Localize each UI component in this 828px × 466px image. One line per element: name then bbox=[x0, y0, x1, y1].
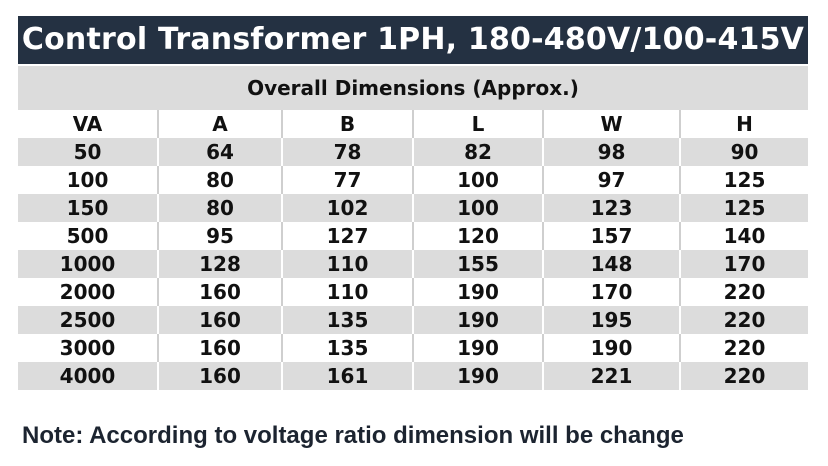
table-cell: 140 bbox=[679, 222, 808, 250]
table-cell: 90 bbox=[679, 138, 808, 166]
table-row: 150 80 102 100 123 125 bbox=[18, 194, 808, 222]
header-row: VA A B L W H bbox=[18, 110, 808, 138]
column-header: A bbox=[157, 110, 282, 138]
table-row: 100 80 77 100 97 125 bbox=[18, 166, 808, 194]
table-cell: 220 bbox=[679, 306, 808, 334]
table-cell: 127 bbox=[281, 222, 413, 250]
table-cell: 161 bbox=[281, 362, 413, 390]
table-cell: 190 bbox=[542, 334, 680, 362]
table-row: 4000 160 161 190 221 220 bbox=[18, 362, 808, 390]
table-cell: 77 bbox=[281, 166, 413, 194]
table-cell: 220 bbox=[679, 334, 808, 362]
column-header: B bbox=[281, 110, 413, 138]
table-cell: 150 bbox=[18, 194, 158, 222]
table-cell: 125 bbox=[679, 194, 808, 222]
table-row: 2500 160 135 190 195 220 bbox=[18, 306, 808, 334]
table-row: 2000 160 110 190 170 220 bbox=[18, 278, 808, 306]
table-cell: 80 bbox=[157, 166, 282, 194]
table-cell: 95 bbox=[157, 222, 282, 250]
table-cell: 2000 bbox=[59, 280, 116, 304]
title: Control Transformer 1PH, 180-480V/100-41… bbox=[18, 16, 808, 64]
table-cell: 102 bbox=[281, 194, 413, 222]
table-cell: 170 bbox=[679, 250, 808, 278]
table-cell: 123 bbox=[542, 194, 680, 222]
table-cell: 135 bbox=[281, 306, 413, 334]
table-cell: 125 bbox=[679, 166, 808, 194]
column-header: VA bbox=[72, 112, 103, 136]
table-cell: 100 bbox=[66, 168, 109, 192]
table-cell: 500 bbox=[66, 224, 109, 248]
table-cell: 78 bbox=[281, 138, 413, 166]
table-cell: 157 bbox=[542, 222, 680, 250]
table-cell: 97 bbox=[542, 166, 680, 194]
column-header: H bbox=[679, 110, 808, 138]
table-row: 1000 128 110 155 148 170 bbox=[18, 250, 808, 278]
table-cell: 135 bbox=[281, 334, 413, 362]
subtitle: Overall Dimensions (Approx.) bbox=[18, 66, 808, 110]
table-cell: 220 bbox=[679, 362, 808, 390]
table-row: 3000 160 135 190 190 220 bbox=[18, 334, 808, 362]
table-cell: 190 bbox=[412, 334, 543, 362]
table-cell: 110 bbox=[281, 278, 413, 306]
table-cell: 4000 bbox=[18, 362, 158, 390]
table-cell: 148 bbox=[542, 250, 680, 278]
table-cell: 2500 bbox=[18, 306, 158, 334]
table-cell: 100 bbox=[412, 166, 543, 194]
table-cell: 220 bbox=[679, 278, 808, 306]
table-cell: 1000 bbox=[18, 250, 158, 278]
table-cell: 50 bbox=[18, 138, 158, 166]
column-header: W bbox=[542, 110, 680, 138]
table-cell: 128 bbox=[157, 250, 282, 278]
table-body: 50 64 78 82 98 90 100 80 77 100 97 125 150 80 102 100 12… bbox=[18, 138, 808, 390]
note: Note: According to voltage ratio dimensi… bbox=[22, 422, 684, 449]
table-cell: 160 bbox=[157, 306, 282, 334]
table-cell: 160 bbox=[157, 334, 282, 362]
table-cell: 190 bbox=[412, 278, 543, 306]
table-cell: 190 bbox=[412, 362, 543, 390]
table-row: 500 95 127 120 157 140 bbox=[18, 222, 808, 250]
table-cell: 160 bbox=[157, 362, 282, 390]
dimension-table: VA A B L W H 50 64 78 82 98 90 100 80 77 100 97 125 150 80… bbox=[18, 110, 808, 390]
table-cell: 64 bbox=[157, 138, 282, 166]
table-cell: 170 bbox=[542, 278, 680, 306]
column-header: L bbox=[412, 110, 543, 138]
table-cell: 190 bbox=[412, 306, 543, 334]
table-cell: 155 bbox=[412, 250, 543, 278]
table-cell: 100 bbox=[412, 194, 543, 222]
table-cell: 195 bbox=[542, 306, 680, 334]
table-row: 50 64 78 82 98 90 bbox=[18, 138, 808, 166]
table-cell: 98 bbox=[542, 138, 680, 166]
table-cell: 80 bbox=[157, 194, 282, 222]
table-cell: 3000 bbox=[59, 336, 116, 360]
table-cell: 82 bbox=[412, 138, 543, 166]
table-cell: 221 bbox=[542, 362, 680, 390]
table-cell: 120 bbox=[412, 222, 543, 250]
table-cell: 110 bbox=[281, 250, 413, 278]
table-cell: 160 bbox=[157, 278, 282, 306]
